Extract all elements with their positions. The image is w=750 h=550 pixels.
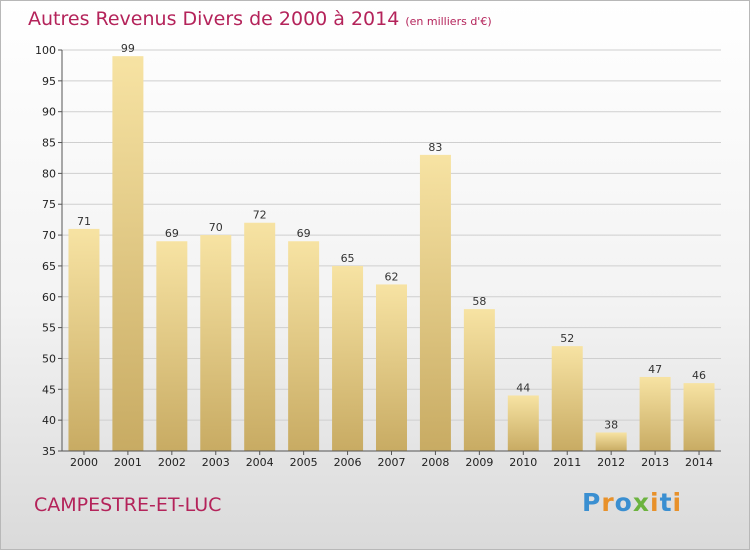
x-tick-label: 2009 [465,456,493,469]
bar-value-label: 69 [165,227,179,240]
bar [463,309,495,451]
axes [58,49,721,455]
bar-value-label: 65 [341,252,355,265]
bar-value-label: 72 [253,209,267,222]
chart-subtitle: (en milliers d'€) [405,15,492,28]
y-tick-label: 65 [42,260,56,273]
bar-value-label: 44 [516,381,530,394]
x-tick-label: 2001 [114,456,142,469]
x-tick-label: 2008 [421,456,449,469]
bar-value-label: 38 [604,418,618,431]
x-tick-label: 2004 [246,456,274,469]
x-tick-label: 2010 [509,456,537,469]
bars [68,56,715,452]
x-tick-label: 2002 [158,456,186,469]
bar-value-label: 47 [648,363,662,376]
x-tick-label: 2003 [202,456,230,469]
x-tick-label: 2013 [641,456,669,469]
bar [376,284,407,451]
x-tick-label: 2014 [685,456,713,469]
bar [244,222,276,451]
y-tick-label: 40 [42,414,56,427]
bar-value-label: 83 [428,141,442,154]
bar-value-label: 46 [692,369,706,382]
bar [683,383,715,451]
bar-value-label: 62 [385,270,399,283]
bar [639,376,671,451]
logo-letter: P [582,488,602,517]
x-tick-label: 2005 [290,456,318,469]
y-tick-label: 50 [42,352,56,365]
y-tick-label: 60 [42,291,56,304]
logo-letter: r [601,488,615,517]
y-tick-label: 85 [42,137,56,150]
bar-value-label: 69 [297,227,311,240]
y-tick-label: 100 [35,44,56,57]
x-tick-label: 2011 [553,456,581,469]
bar [68,228,100,451]
y-tick-label: 45 [42,383,56,396]
y-tick-label: 70 [42,229,56,242]
bar-value-label: 71 [77,215,91,228]
x-tick-label: 2012 [597,456,625,469]
bar-value-label: 52 [560,332,574,345]
bar [156,241,188,451]
y-tick-label: 95 [42,75,56,88]
bar [507,395,539,451]
proxiti-logo[interactable]: Proxiti [582,488,682,517]
bar [419,154,451,451]
bar [288,241,320,451]
logo-letter: x [632,488,650,517]
y-tick-label: 80 [42,167,56,180]
bar-value-label: 99 [121,42,135,55]
bar [332,265,364,451]
x-tick-label: 2007 [378,456,406,469]
chart-title-row: Autres Revenus Divers de 2000 à 2014 (en … [28,8,492,30]
logo-letter: i [672,488,683,517]
bar [551,346,583,451]
x-tick-label: 2006 [334,456,362,469]
logo-letter: o [614,488,633,517]
bar [200,235,232,451]
bar-value-label: 70 [209,221,223,234]
y-tick-label: 35 [42,445,56,458]
bar [112,56,144,452]
bar [595,432,627,451]
bar-value-label: 58 [472,295,486,308]
chart-title: Autres Revenus Divers de 2000 à 2014 [28,8,400,30]
x-tick-label: 2000 [70,456,98,469]
y-tick-label: 55 [42,322,56,335]
y-tick-label: 75 [42,198,56,211]
town-name: CAMPESTRE-ET-LUC [34,494,222,516]
logo-letter: t [659,488,673,517]
labels: 35 40 45 50 55 60 65 70 75 80 85 90 95 100 71 2000 99 200… [35,42,713,469]
logo-letter: i [650,488,660,517]
y-tick-label: 90 [42,106,56,119]
